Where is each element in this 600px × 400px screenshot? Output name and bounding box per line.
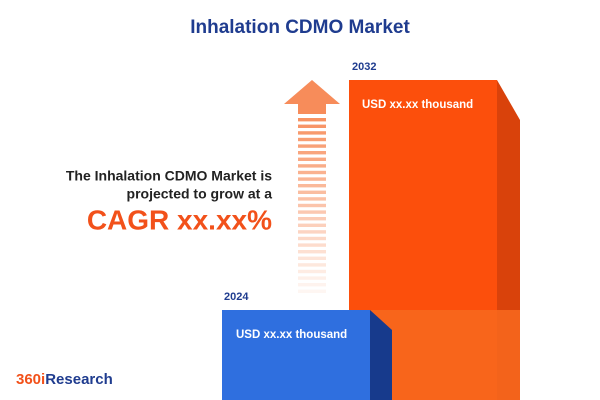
arrow-stripe — [298, 184, 326, 188]
arrow-stripe — [298, 243, 326, 247]
arrow-stripe — [298, 131, 326, 135]
bar-label: USD xx.xx thousand — [362, 99, 473, 111]
arrow-stripe — [298, 283, 326, 287]
arrow-stripe — [298, 124, 326, 128]
arrow-head — [284, 80, 340, 114]
cagr: CAGR xx.xx% — [87, 204, 272, 235]
bar-year: 2032 — [352, 61, 376, 73]
arrow-stripe — [298, 210, 326, 214]
bar-side — [370, 310, 392, 400]
arrow-stripe — [298, 170, 326, 175]
arrow-stripe — [298, 177, 326, 181]
arrow-stripe — [298, 230, 326, 234]
arrow-stripe — [298, 236, 326, 241]
arrow-stripe — [298, 144, 326, 148]
arrow-stripe — [298, 203, 326, 208]
logo: 360iResearch — [16, 371, 113, 388]
arrow-stripe — [298, 137, 326, 142]
description: projected to grow at a — [127, 186, 273, 202]
arrow-stripe — [298, 164, 326, 168]
arrow-stripe — [298, 269, 326, 274]
logo-part: Research — [45, 371, 113, 388]
arrow-stripe — [298, 289, 326, 293]
bar-base — [370, 310, 520, 400]
arrow-stripe — [298, 250, 326, 254]
description: The Inhalation CDMO Market is — [66, 168, 272, 184]
arrow-stripe — [298, 157, 326, 161]
arrow-stripe — [298, 256, 326, 260]
arrow-stripe — [298, 118, 326, 122]
arrow-stripe — [298, 190, 326, 194]
arrow-stripe — [298, 223, 326, 227]
title: Inhalation CDMO Market — [190, 17, 410, 38]
arrow-stripe — [298, 263, 326, 267]
arrow-stripe — [298, 197, 326, 201]
bar-label: USD xx.xx thousand — [236, 329, 347, 341]
growth-arrow — [284, 80, 340, 293]
arrow-stripe — [298, 151, 326, 155]
arrow-stripe — [298, 217, 326, 221]
bar-2024 — [222, 310, 370, 400]
arrow-stripe — [298, 276, 326, 280]
bar-year: 2024 — [224, 291, 249, 303]
logo-part: 360i — [16, 371, 45, 388]
